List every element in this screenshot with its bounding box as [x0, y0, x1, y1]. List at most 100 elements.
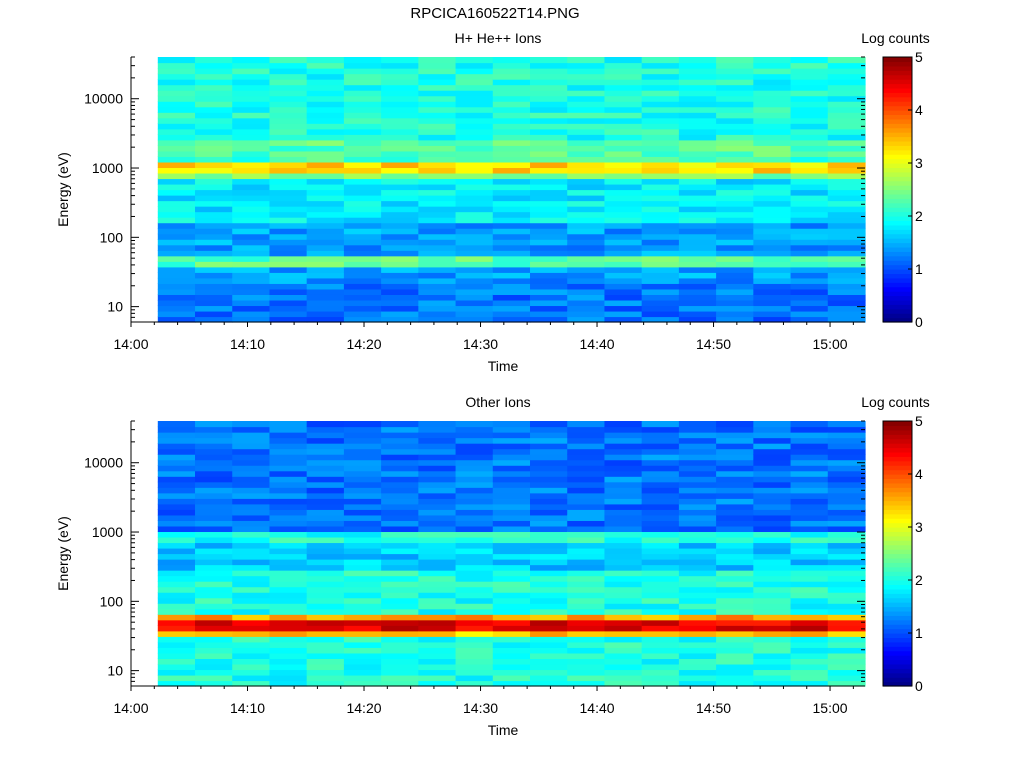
heatmap-cell: [195, 288, 233, 295]
colorbar-label: Log counts: [861, 394, 930, 410]
heatmap-cell: [604, 647, 643, 654]
heatmap-cell: [641, 520, 680, 527]
heatmap-cell: [306, 597, 345, 604]
heatmap-cell: [492, 564, 531, 571]
heatmap-cell: [827, 299, 866, 307]
heatmap-cell: [716, 123, 754, 130]
heatmap-cell: [343, 514, 382, 521]
heatmap-cell: [455, 106, 494, 113]
heatmap-cell: [306, 641, 345, 648]
heatmap-cell: [418, 636, 457, 643]
heatmap-cell: [306, 112, 345, 119]
heatmap-cell: [790, 145, 829, 152]
colorbar-segment: [883, 313, 912, 319]
heatmap-cell: [641, 498, 680, 505]
heatmap-cell: [790, 95, 829, 102]
heatmap-cell: [604, 222, 643, 229]
colorbar-segment: [883, 286, 912, 292]
heatmap-cell: [827, 156, 866, 163]
heatmap-cell: [753, 183, 792, 191]
heatmap-cell: [232, 150, 271, 157]
heatmap-cell: [232, 564, 271, 571]
heatmap-cell: [232, 183, 271, 191]
heatmap-cell: [567, 167, 606, 174]
heatmap-cell: [306, 261, 345, 268]
heatmap-cell: [269, 101, 308, 108]
heatmap-cell: [753, 84, 792, 91]
heatmap-cell: [716, 641, 754, 648]
heatmap-cell: [269, 437, 308, 444]
colorbar-segment: [883, 610, 912, 616]
heatmap-cell: [827, 167, 866, 174]
heatmap-cell: [306, 123, 345, 130]
heatmap-cell: [455, 117, 494, 124]
heatmap-cell: [604, 283, 643, 290]
heatmap-cell: [604, 503, 643, 510]
heatmap-cell: [827, 641, 866, 648]
heatmap-cell: [269, 112, 308, 119]
heatmap-cell: [455, 503, 494, 510]
heatmap-cell: [306, 310, 345, 318]
heatmap-cell: [790, 73, 829, 80]
heatmap-cell: [306, 603, 345, 610]
heatmap-cell: [232, 211, 271, 218]
heatmap-cell: [641, 128, 680, 135]
heatmap-cell: [827, 294, 866, 301]
heatmap-cell: [157, 647, 196, 654]
heatmap-cell: [157, 283, 196, 290]
heatmap-cell: [492, 261, 531, 268]
heatmap-cell: [753, 189, 792, 196]
heatmap-cell: [232, 597, 271, 604]
heatmap-cell: [641, 183, 680, 191]
heatmap-cell: [418, 669, 457, 676]
heatmap-cell: [678, 630, 717, 637]
colorbar-segment: [883, 637, 912, 643]
heatmap-cell: [418, 503, 457, 510]
colorbar-segment: [883, 456, 912, 462]
heatmap-cell: [567, 84, 606, 91]
heatmap-cell: [678, 101, 717, 108]
heatmap-cell: [716, 476, 754, 483]
heatmap-cell: [269, 564, 308, 571]
heatmap-cell: [492, 167, 531, 174]
heatmap-cell: [492, 294, 531, 301]
heatmap-cell: [567, 228, 606, 235]
colorbar-tick-label: 0: [915, 314, 923, 330]
heatmap-cell: [306, 206, 345, 213]
heatmap-cell: [492, 123, 531, 130]
heatmap-cell: [306, 581, 345, 588]
heatmap-cell: [790, 492, 829, 499]
heatmap-cell: [641, 79, 680, 86]
heatmap-cell: [678, 299, 717, 307]
heatmap-cell: [753, 570, 792, 577]
heatmap-cell: [195, 614, 233, 621]
heatmap-cell: [641, 669, 680, 676]
heatmap-cell: [753, 509, 792, 516]
heatmap-cell: [716, 520, 754, 527]
heatmap-cell: [455, 95, 494, 102]
heatmap-cell: [641, 432, 680, 439]
heatmap-cell: [232, 547, 271, 555]
heatmap-cell: [195, 459, 233, 466]
heatmap-cell: [195, 239, 233, 246]
heatmap-cell: [455, 68, 494, 75]
heatmap-cell: [455, 310, 494, 318]
heatmap-cell: [343, 625, 382, 632]
heatmap-cell: [455, 636, 494, 643]
heatmap-cell: [157, 625, 196, 632]
heatmap-cell: [827, 134, 866, 141]
heatmap-cell: [269, 266, 308, 273]
heatmap-cell: [418, 134, 457, 141]
heatmap-cell: [343, 123, 382, 130]
colorbar-segment: [883, 677, 912, 683]
heatmap-cell: [269, 95, 308, 102]
heatmap-cell: [157, 288, 196, 295]
heatmap-cell: [306, 614, 345, 621]
heatmap-cell: [381, 206, 419, 213]
heatmap-cell: [418, 299, 457, 307]
x-tick-label: 14:20: [346, 336, 381, 352]
colorbar-segment: [883, 154, 912, 160]
heatmap-cell: [530, 498, 568, 505]
heatmap-cell: [418, 581, 457, 588]
heatmap-cell: [753, 250, 792, 257]
